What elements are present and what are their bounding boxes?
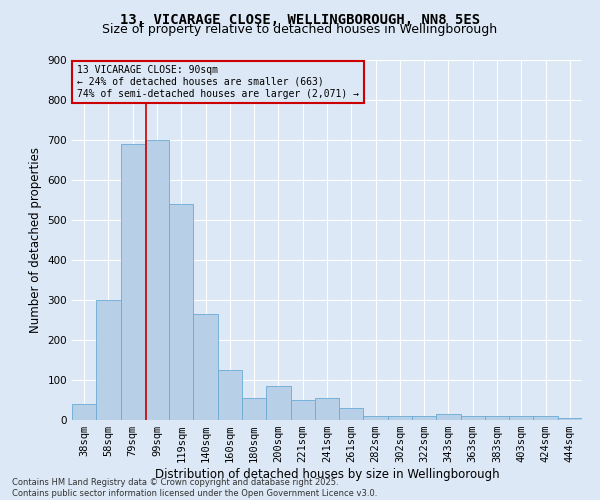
Bar [193,314,218,420]
Bar [218,370,242,420]
Text: Size of property relative to detached houses in Wellingborough: Size of property relative to detached ho… [103,22,497,36]
Bar [485,416,509,420]
Y-axis label: Number of detached properties: Number of detached properties [29,147,42,333]
Bar [364,416,388,420]
Bar [509,416,533,420]
Bar [315,398,339,420]
Text: 13, VICARAGE CLOSE, WELLINGBOROUGH, NN8 5ES: 13, VICARAGE CLOSE, WELLINGBOROUGH, NN8 … [120,12,480,26]
Bar [242,398,266,420]
Bar [169,204,193,420]
Bar [461,416,485,420]
Bar [145,140,169,420]
Bar [121,144,145,420]
Bar [339,408,364,420]
Bar [558,418,582,420]
Text: Contains HM Land Registry data © Crown copyright and database right 2025.
Contai: Contains HM Land Registry data © Crown c… [12,478,377,498]
Bar [412,416,436,420]
Bar [96,300,121,420]
Bar [388,416,412,420]
Bar [290,400,315,420]
X-axis label: Distribution of detached houses by size in Wellingborough: Distribution of detached houses by size … [155,468,499,481]
Bar [436,414,461,420]
Bar [533,416,558,420]
Bar [72,404,96,420]
Bar [266,386,290,420]
Text: 13 VICARAGE CLOSE: 90sqm
← 24% of detached houses are smaller (663)
74% of semi-: 13 VICARAGE CLOSE: 90sqm ← 24% of detach… [77,66,359,98]
